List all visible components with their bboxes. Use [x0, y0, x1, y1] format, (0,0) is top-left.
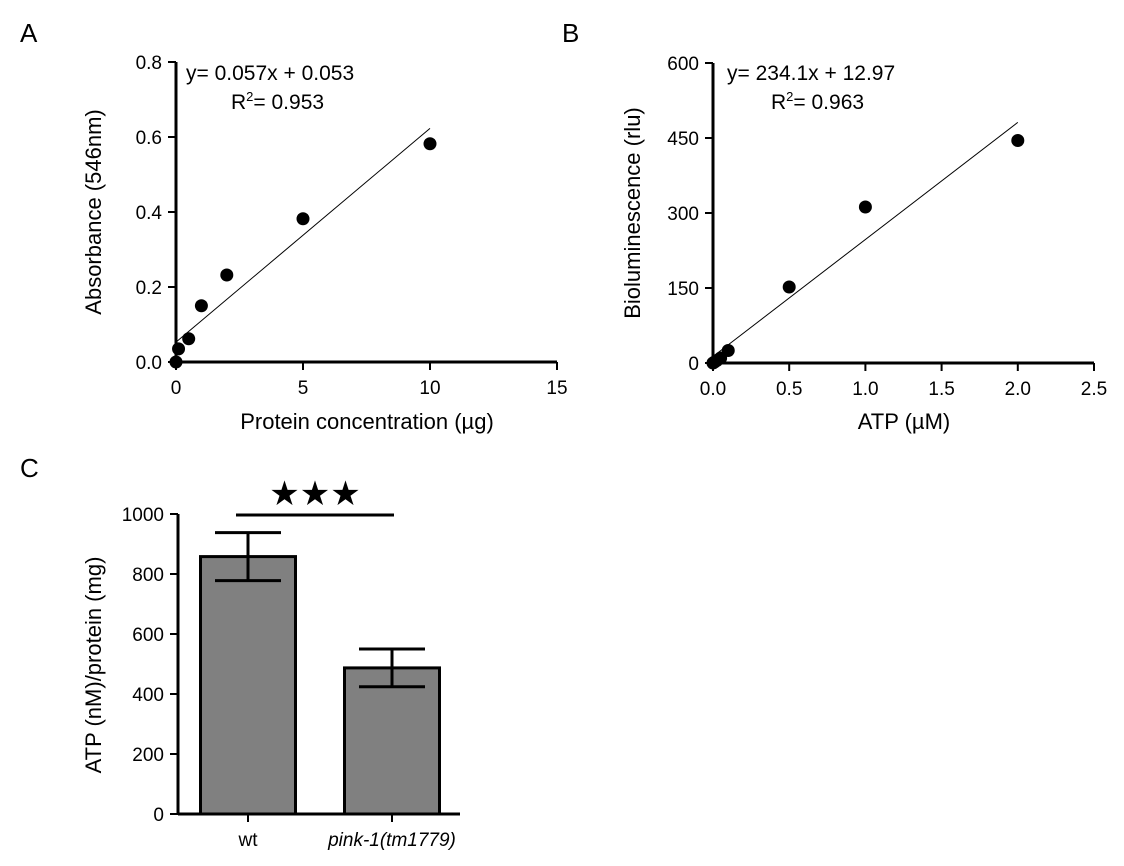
chart-a-y-tick-label: 0.2	[136, 278, 162, 299]
panel-a-letter: A	[20, 18, 38, 48]
chart-a-y-tick-label: 0.6	[136, 128, 162, 149]
chart-a-protein-standard-curve: Absorbance (546nm) Protein concentration…	[81, 53, 568, 434]
chart-a-r-squared-prefix: R	[231, 91, 246, 114]
chart-a-y-tick-label: 0.8	[136, 53, 162, 74]
chart-c-y-tick-label: 400	[132, 685, 164, 706]
chart-a-regression-line	[175, 127, 431, 343]
chart-a-x-tick-label: 10	[419, 378, 440, 399]
chart-a-x-axis-title: Protein concentration (µg)	[240, 409, 494, 434]
chart-a-data-point	[172, 342, 186, 356]
chart-a-data-point	[220, 268, 234, 282]
chart-a-y-tick-label: 0.4	[136, 203, 163, 224]
chart-c-category-label: wt	[238, 830, 259, 851]
chart-c-significance-stars: ★★★	[269, 475, 360, 513]
chart-c-y-tick-label: 200	[132, 745, 164, 766]
chart-a-equation: y= 0.057x + 0.053	[186, 62, 354, 85]
chart-c-category-label: pink-1(tm1779)	[327, 830, 456, 851]
chart-a-r-squared-sup: 2	[246, 89, 253, 104]
chart-c-y-axis-title: ATP (nM)/protein (mg)	[81, 557, 106, 774]
panel-b-letter: B	[562, 18, 579, 48]
chart-b-r-squared-prefix: R	[771, 91, 786, 114]
chart-b-x-axis-title: ATP (µM)	[858, 409, 951, 434]
chart-c-y-tick-label: 1000	[122, 505, 164, 526]
chart-b-r-squared: R2= 0.963	[771, 89, 864, 114]
chart-b-x-tick-label: 0.5	[776, 379, 802, 400]
chart-a-y-axis-title: Absorbance (546nm)	[81, 109, 106, 314]
chart-b-x-tick-label: 1.0	[852, 379, 878, 400]
chart-a-data-point	[169, 355, 183, 369]
chart-a-x-tick-label: 5	[298, 378, 309, 399]
chart-b-y-tick-label: 150	[667, 279, 699, 300]
chart-b-regression-line	[712, 122, 1019, 357]
chart-b-data-point	[1011, 134, 1025, 147]
chart-b-atp-standard-curve: Bioluminescence (rlu) ATP (µM) y= 234.1x…	[620, 54, 1107, 434]
chart-b-y-tick-label: 600	[667, 54, 699, 75]
chart-a-y-tick-label: 0.0	[136, 353, 162, 374]
chart-b-y-axis-title: Bioluminescence (rlu)	[620, 107, 645, 319]
chart-a-x-tick-label: 15	[546, 378, 567, 399]
chart-a-data-point	[296, 212, 310, 226]
chart-b-x-tick-label: 2.5	[1081, 379, 1107, 400]
chart-c-y-tick-label: 0	[153, 805, 164, 826]
chart-b-r-squared-sup: 2	[786, 89, 793, 104]
chart-b-x-tick-label: 1.5	[928, 379, 954, 400]
chart-b-data-point	[782, 280, 796, 294]
chart-b-equation: y= 234.1x + 12.97	[727, 62, 895, 85]
chart-b-r-squared-value: = 0.963	[793, 91, 864, 114]
chart-c-y-tick-label: 600	[132, 625, 164, 646]
chart-b-x-tick-label: 2.0	[1005, 379, 1031, 400]
chart-b-data-point	[721, 344, 735, 357]
chart-b-y-tick-label: 0	[688, 354, 699, 375]
chart-b-x-tick-label: 0.0	[700, 379, 726, 400]
chart-a-data-point	[194, 299, 208, 313]
chart-a-data-point	[182, 332, 196, 346]
chart-b-y-tick-label: 300	[667, 204, 699, 225]
chart-b-data-point	[858, 200, 872, 214]
panel-c-letter: C	[20, 453, 39, 483]
chart-a-r-squared: R2= 0.953	[231, 89, 324, 114]
chart-a-data-point	[423, 137, 437, 151]
chart-a-r-squared-value: = 0.953	[253, 91, 324, 114]
chart-c-bar	[343, 666, 441, 816]
chart-c-y-tick-label: 800	[132, 565, 164, 586]
chart-a-x-tick-label: 0	[171, 378, 182, 399]
chart-b-y-tick-label: 450	[667, 129, 699, 150]
chart-c-atp-per-protein-bars: ATP (nM)/protein (mg) wt pink-1(tm1779) 0 2…	[81, 475, 460, 851]
chart-c-bar	[199, 555, 297, 816]
